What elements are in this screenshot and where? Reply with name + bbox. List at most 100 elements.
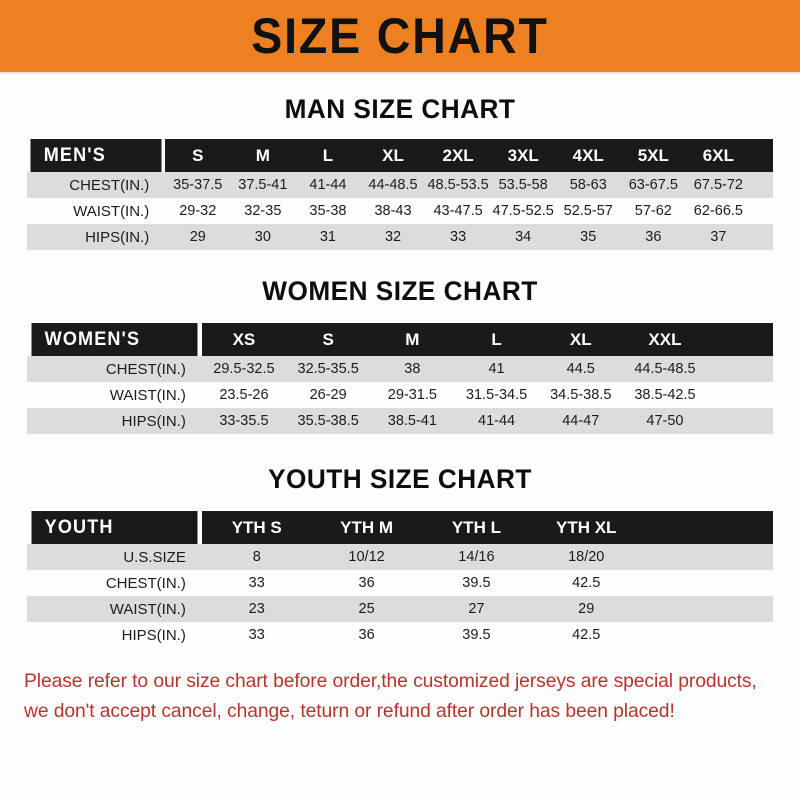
youth-cell: 36 [311,622,422,648]
man-cell: 37 [685,224,751,250]
youth-cell-spacer [641,570,773,596]
women-cell: 35.5-38.5 [286,408,371,434]
table-row: HIPS(IN.) 29 30 31 32 33 34 35 36 37 [27,224,773,250]
man-cell-spacer [750,198,773,224]
youth-column-header-yth-xl: YTH XL [531,511,642,544]
women-row-label: HIPS(IN.) [27,408,202,434]
women-column-header-l: L [454,323,539,356]
table-row: CHEST(IN.) 35-37.5 37.5-41 41-44 44-48.5 48.5… [27,172,773,198]
man-cell-spacer [750,172,773,198]
women-cell: 38.5-41 [370,408,455,434]
women-cell: 32.5-35.5 [286,356,371,382]
women-cell: 38.5-42.5 [622,382,708,408]
women-cell: 41 [454,356,539,382]
youth-column-header-yth-l: YTH L [421,511,532,544]
man-column-header-s: S [165,139,231,172]
women-cell: 23.5-26 [201,382,287,408]
man-column-header-6xl: 6XL [685,139,751,172]
youth-cell: 14/16 [421,544,532,570]
man-table-head: MEN'S S M L XL 2XL 3XL 4XL 5XL 6XL [27,139,773,172]
man-header-spacer [750,139,773,172]
table-row: WAIST(IN.) 23 25 27 29 [27,596,773,622]
youth-cell: 33 [201,622,312,648]
women-header-row: WOMEN'S XS S M L XL XXL [27,323,773,356]
women-header-label: WOMEN'S [31,323,198,356]
man-cell: 35-37.5 [165,172,231,198]
man-cell-spacer [750,224,773,250]
youth-table-head: YOUTH YTH S YTH M YTH L YTH XL [27,511,773,544]
table-row: CHEST(IN.) 33 36 39.5 42.5 [27,570,773,596]
women-cell: 44.5 [538,356,623,382]
man-section-title: MAN SIZE CHART [284,94,516,124]
man-cell: 32 [360,224,426,250]
man-column-header-xl: XL [360,139,426,172]
women-column-header-xxl: XXL [622,323,708,356]
youth-row-label: U.S.SIZE [27,544,202,570]
women-cell-spacer [707,408,773,434]
man-cell: 31 [295,224,361,250]
youth-cell: 25 [311,596,422,622]
man-column-header-l: L [295,139,361,172]
man-row-label: CHEST(IN.) [27,172,166,198]
youth-cell: 42.5 [531,622,642,648]
youth-table-body: U.S.SIZE 8 10/12 14/16 18/20 CHEST(IN.) 33 36 39… [27,544,773,648]
man-header-row: MEN'S S M L XL 2XL 3XL 4XL 5XL 6XL [27,139,773,172]
man-cell: 33 [425,224,491,250]
youth-row-label: WAIST(IN.) [27,596,202,622]
women-column-header-xs: XS [201,323,287,356]
man-cell: 29-32 [165,198,231,224]
women-header-spacer [707,323,773,356]
man-cell: 62-66.5 [685,198,751,224]
women-table-head: WOMEN'S XS S M L XL XXL [27,323,773,356]
youth-cell: 39.5 [421,622,532,648]
women-table-wrap: WOMEN'S XS S M L XL XXL CHEST(IN.) 29.5-32.5 32… [27,323,773,434]
youth-cell: 10/12 [311,544,422,570]
women-cell: 33-35.5 [201,408,287,434]
women-cell: 47-50 [622,408,708,434]
women-cell: 38 [370,356,455,382]
man-cell: 47.5-52.5 [490,198,556,224]
youth-header-row: YOUTH YTH S YTH M YTH L YTH XL [27,511,773,544]
man-cell: 58-63 [555,172,621,198]
women-cell-spacer [707,382,773,408]
women-cell: 29.5-32.5 [201,356,287,382]
youth-table-wrap: YOUTH YTH S YTH M YTH L YTH XL U.S.SIZE 8 10/… [27,511,773,648]
youth-section-title: YOUTH SIZE CHART [268,464,532,494]
youth-cell-spacer [641,622,773,648]
man-column-header-2xl: 2XL [425,139,491,172]
man-table-body: CHEST(IN.) 35-37.5 37.5-41 41-44 44-48.5 48.5… [27,172,773,250]
disclaimer: Please refer to our size chart before or… [24,666,768,726]
disclaimer-line-2: we don't accept cancel, change, teturn o… [24,700,675,723]
man-header-label: MEN'S [30,139,162,172]
man-cell: 41-44 [295,172,361,198]
man-cell: 57-62 [620,198,686,224]
youth-cell: 36 [311,570,422,596]
youth-row-label: HIPS(IN.) [27,622,202,648]
women-cell: 29-31.5 [370,382,455,408]
youth-column-header-yth-m: YTH M [311,511,422,544]
youth-cell-spacer [641,596,773,622]
man-cell: 37.5-41 [230,172,296,198]
women-cell: 44-47 [538,408,623,434]
women-table-body: CHEST(IN.) 29.5-32.5 32.5-35.5 38 41 44.5 44.5… [27,356,773,434]
man-cell: 29 [165,224,231,250]
women-cell-spacer [707,356,773,382]
table-row: WAIST(IN.) 23.5-26 26-29 29-31.5 31.5-34.5 34… [27,382,773,408]
man-cell: 48.5-53.5 [425,172,491,198]
man-cell: 43-47.5 [425,198,491,224]
man-column-header-3xl: 3XL [490,139,556,172]
youth-cell: 18/20 [531,544,642,570]
women-section-title: WOMEN SIZE CHART [262,276,538,306]
table-row: WAIST(IN.) 29-32 32-35 35-38 38-43 43-47.5 47.… [27,198,773,224]
youth-cell: 27 [421,596,532,622]
page-banner: SIZE CHART [0,0,800,74]
women-column-header-s: S [286,323,371,356]
man-column-header-m: M [230,139,296,172]
man-cell: 67.5-72 [685,172,751,198]
youth-cell-spacer [641,544,773,570]
man-cell: 38-43 [360,198,426,224]
youth-row-label: CHEST(IN.) [27,570,202,596]
man-cell: 36 [620,224,686,250]
youth-cell: 29 [531,596,642,622]
